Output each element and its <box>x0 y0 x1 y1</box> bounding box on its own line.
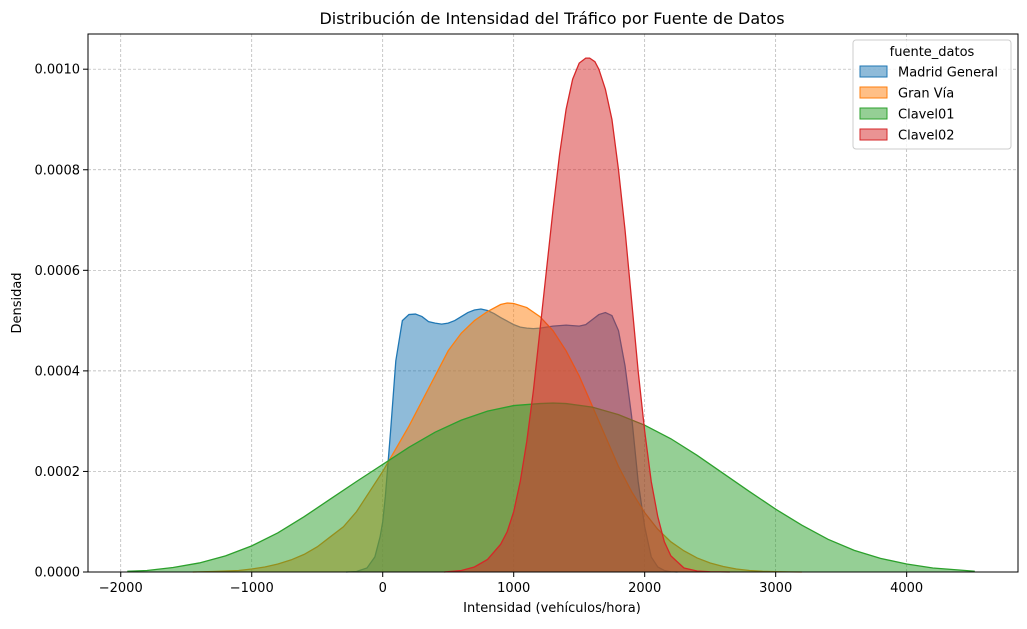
y-tick-label: 0.0010 <box>35 63 81 78</box>
legend-label-clavel01: Clavel01 <box>898 108 955 123</box>
plot-frame <box>87 33 1019 573</box>
y-axis-title: Densidad <box>10 272 25 333</box>
y-tick-label: 0.0006 <box>35 264 81 279</box>
legend-box <box>852 39 1012 150</box>
series-layer <box>127 57 975 573</box>
legend-swatch-clavel02 <box>859 128 888 141</box>
y-tick-label: 0.0008 <box>35 163 81 178</box>
legend-label-gran-via: Gran Vía <box>898 87 954 102</box>
x-tick-label: −2000 <box>99 581 143 596</box>
x-axis-title: Intensidad (vehículos/hora) <box>463 601 641 616</box>
density-area-clavel02 <box>444 58 730 572</box>
chart-title: Distribución de Intensidad del Tráfico p… <box>319 9 784 28</box>
x-tick-label: 4000 <box>890 581 923 596</box>
y-tick-label: 0.0004 <box>35 364 81 379</box>
legend-label-madrid-general: Madrid General <box>898 66 998 81</box>
x-tick-label: 2000 <box>628 581 661 596</box>
ticks-layer: −2000 −1000 0 1000 2000 3000 4000 0.0000 0.0002 0… <box>35 63 924 596</box>
legend-label-clavel02: Clavel02 <box>898 129 955 144</box>
y-tick-label: 0.0002 <box>35 465 81 480</box>
legend-title: fuente_datos <box>890 45 975 60</box>
legend-swatch-gran-via <box>859 86 888 99</box>
density-line-clavel02 <box>444 57 730 573</box>
legend: fuente_datos Madrid General Gran Vía Clave… <box>852 39 1012 150</box>
x-tick-label: 0 <box>379 581 387 596</box>
x-tick-label: −1000 <box>230 581 274 596</box>
x-tick-label: 3000 <box>759 581 792 596</box>
x-tick-label: 1000 <box>497 581 530 596</box>
y-tick-label: 0.0000 <box>35 566 81 581</box>
legend-swatch-madrid-general <box>859 65 888 78</box>
legend-items: Madrid General Gran Vía Clavel01 Clavel02 <box>859 65 998 144</box>
legend-swatch-clavel01 <box>859 107 888 120</box>
